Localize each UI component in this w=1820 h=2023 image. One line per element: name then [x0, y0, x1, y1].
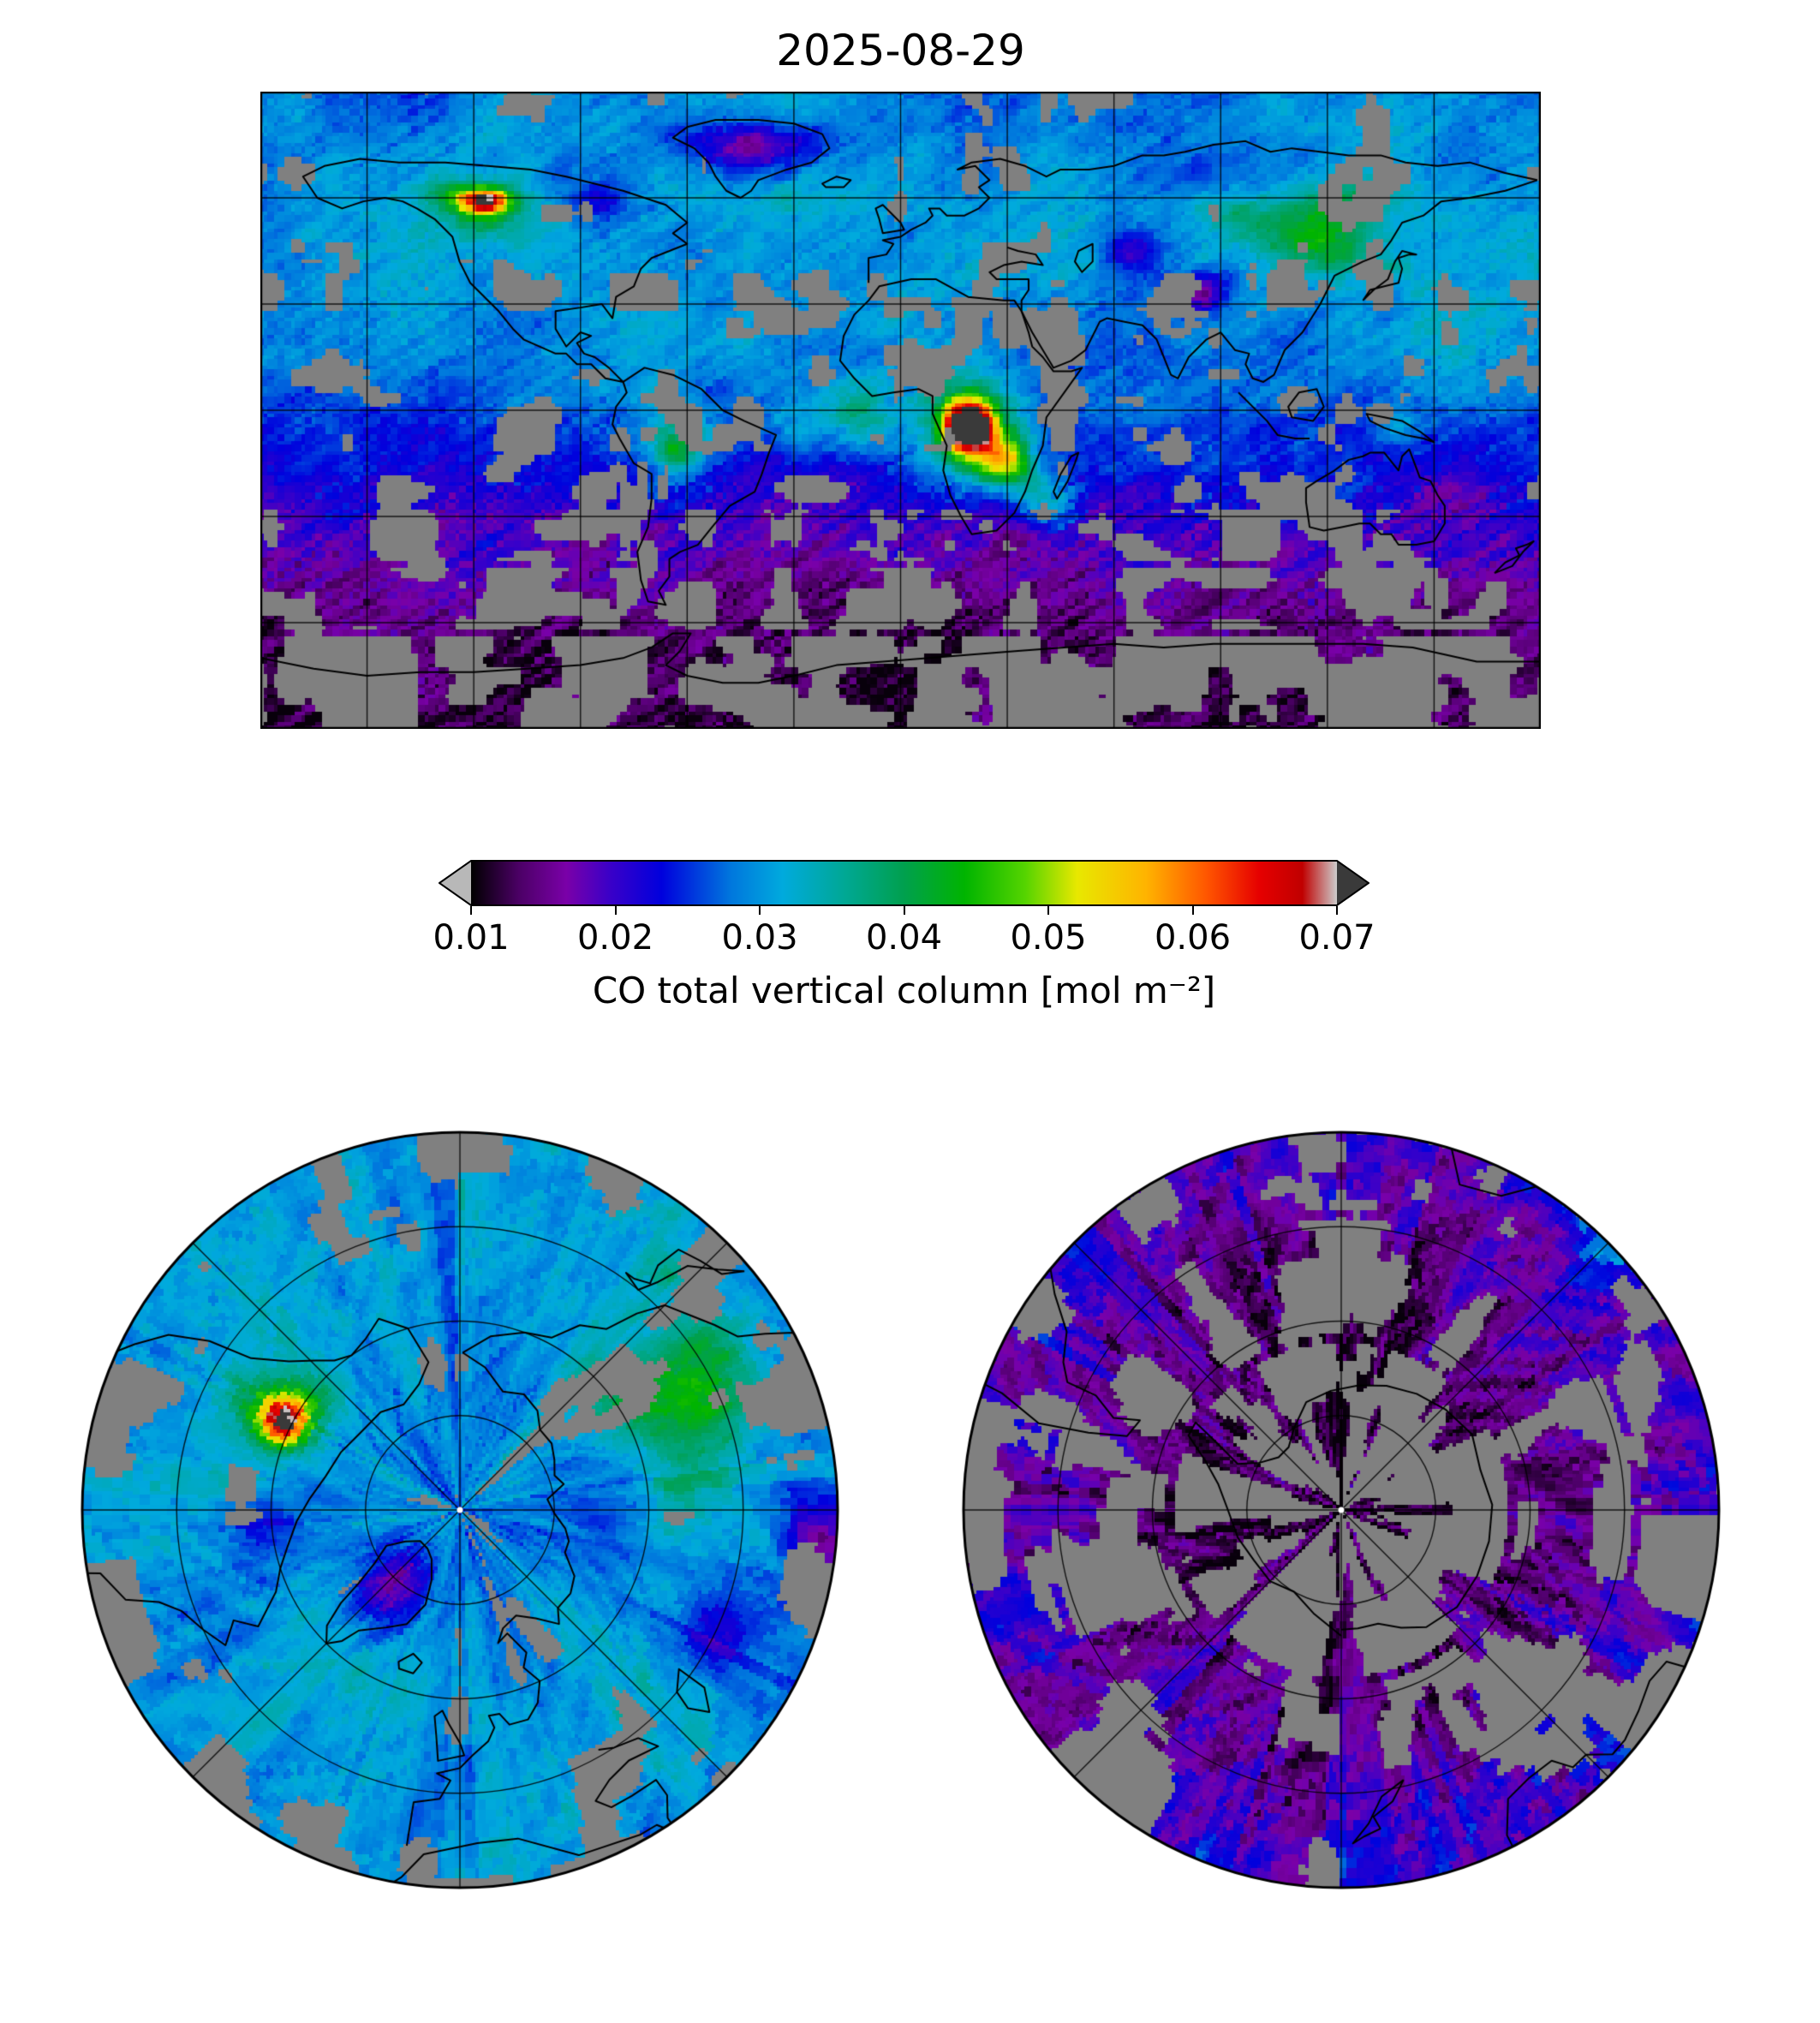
colorbar-tick-label: 0.02 — [576, 918, 654, 958]
colorbar-outline — [439, 860, 1369, 906]
figure-title: 2025-08-29 — [776, 26, 1025, 75]
global-map-panel — [260, 92, 1541, 729]
colorbar-tick-label: 0.07 — [1298, 918, 1375, 958]
colorbar-tick-mark — [1336, 906, 1338, 915]
colorbar: 0.01 0.02 0.03 0.04 0.05 0.06 0.07 CO total ve… — [433, 860, 1375, 1031]
colorbar-over-arrow — [1337, 861, 1369, 905]
north-polar-canvas — [78, 1128, 842, 1892]
global-map-canvas — [260, 92, 1541, 729]
colorbar-tick-mark — [759, 906, 761, 915]
colorbar-label: CO total vertical column [mol m⁻²] — [592, 970, 1216, 1012]
colorbar-tick-mark — [1191, 906, 1194, 915]
colorbar-tick-label: 0.03 — [721, 918, 798, 958]
colorbar-tick-mark — [1047, 906, 1049, 915]
colorbar-tick-label: 0.01 — [433, 918, 510, 958]
colorbar-tick-label: 0.04 — [865, 918, 943, 958]
colorbar-tick-mark — [903, 906, 905, 915]
colorbar-gradient — [439, 860, 1369, 906]
colorbar-tick-mark — [470, 906, 472, 915]
colorbar-tick-label: 0.05 — [1010, 918, 1087, 958]
colorbar-under-arrow — [439, 861, 471, 905]
colorbar-tick-mark — [614, 906, 617, 915]
colorbar-bar — [471, 861, 1337, 905]
south-polar-canvas — [959, 1128, 1723, 1892]
colorbar-tick-label: 0.06 — [1154, 918, 1232, 958]
